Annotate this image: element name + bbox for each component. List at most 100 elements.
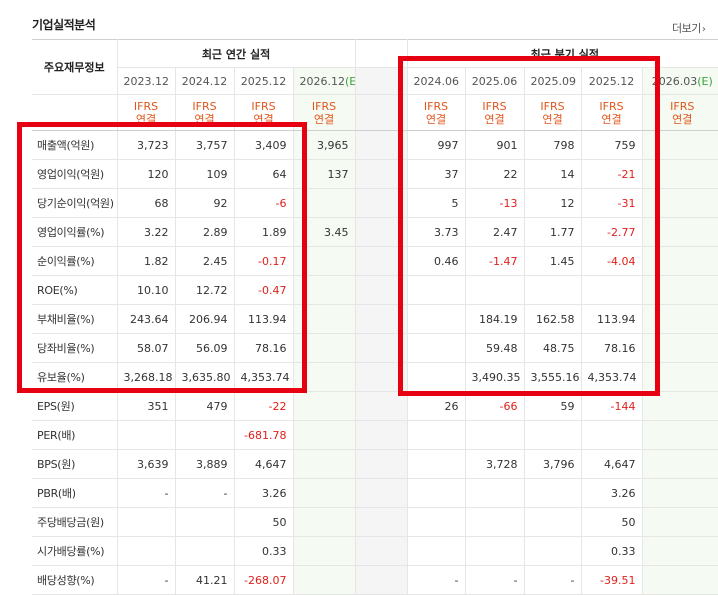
annual-value-cell: 120 xyxy=(117,159,176,189)
table-row: EPS(원) 351 479 -22 26 -66 59 -144 xyxy=(32,391,718,421)
quarter-value-cell: -1.47 xyxy=(465,246,525,276)
row-label: 당기순이익(억원) xyxy=(32,188,118,218)
quarter-value-cell: 3,796 xyxy=(524,449,582,479)
quarter-value-cell: 0.46 xyxy=(407,246,466,276)
annual-date-header: 2025.12 xyxy=(234,67,294,95)
annual-value-cell: - xyxy=(117,478,176,508)
annual-value-cell: 109 xyxy=(175,159,235,189)
quarter-value-cell: 759 xyxy=(581,130,643,160)
quarter-value-cell: 113.94 xyxy=(581,304,643,334)
quarter-value-cell xyxy=(407,449,466,479)
row-label: 매출액(억원) xyxy=(32,130,118,160)
more-label: 더보기 xyxy=(672,22,701,35)
quarter-value-cell: -21 xyxy=(581,159,643,189)
ifrs-bottom: 연결 xyxy=(601,112,622,126)
row-label: ROE(%) xyxy=(32,275,118,305)
annual-value-cell xyxy=(293,391,356,421)
quarter-value-cell: 59.48 xyxy=(465,333,525,363)
annual-value-cell: -268.07 xyxy=(234,565,294,595)
quarter-value-cell xyxy=(407,304,466,334)
table-row: 순이익률(%) 1.82 2.45 -0.17 0.46 -1.47 1.45 -4.04 xyxy=(32,246,718,276)
quarter-value-cell: 4,647 xyxy=(581,449,643,479)
ifrs-label: IFRS 연결 xyxy=(234,94,294,131)
row-label: 영업이익(억원) xyxy=(32,159,118,189)
ifrs-blank xyxy=(32,94,118,131)
quarter-value-cell xyxy=(465,478,525,508)
annual-value-cell: 479 xyxy=(175,391,235,421)
ifrs-top: IFRS xyxy=(192,99,217,113)
quarter-value-cell xyxy=(407,507,466,537)
ifrs-label: IFRS 연결 xyxy=(465,94,525,131)
row-label: PBR(배) xyxy=(32,478,118,508)
estimate-mark: (E) xyxy=(697,74,713,88)
corner-label: 주요재무정보 xyxy=(32,39,118,95)
annual-value-cell: 3.26 xyxy=(234,478,294,508)
more-link[interactable]: 더보기› xyxy=(672,20,706,36)
quarter-estimate-cell xyxy=(642,536,718,566)
quarter-estimate-cell xyxy=(642,507,718,537)
annual-value-cell: 3,635.80 xyxy=(175,362,235,392)
table-row: 주당배당금(원) 50 50 xyxy=(32,507,718,537)
ifrs-label: IFRS 연결 xyxy=(407,94,466,131)
quarter-value-cell xyxy=(524,507,582,537)
quarter-value-cell xyxy=(465,507,525,537)
quarter-estimate-cell xyxy=(642,304,718,334)
annual-value-cell xyxy=(293,565,356,595)
table-row: 매출액(억원) 3,723 3,757 3,409 3,965 997 901 798 759 xyxy=(32,130,718,160)
quarter-estimate-cell xyxy=(642,449,718,479)
quarter-date-header-estimate: 2026.03(E) xyxy=(642,67,718,95)
ifrs-label: IFRS 연결 xyxy=(581,94,643,131)
table-row: 시가배당률(%) 0.33 0.33 xyxy=(32,536,718,566)
ifrs-bottom: 연결 xyxy=(484,112,505,126)
gap-cell xyxy=(355,565,408,595)
quarter-value-cell xyxy=(524,478,582,508)
annual-value-cell: -6 xyxy=(234,188,294,218)
row-label: 유보율(%) xyxy=(32,362,118,392)
annual-value-cell xyxy=(175,536,235,566)
quarter-value-cell xyxy=(524,536,582,566)
quarter-value-cell: 12 xyxy=(524,188,582,218)
annual-value-cell xyxy=(293,362,356,392)
table-row: 배당성향(%) -41.21 -268.07- - - -39.51 xyxy=(32,565,718,595)
annual-value-cell: 10.10 xyxy=(117,275,176,305)
row-label: 시가배당률(%) xyxy=(32,536,118,566)
row-label: 부채비율(%) xyxy=(32,304,118,334)
table-row: PER(배) -681.78 xyxy=(32,420,718,450)
ifrs-label: IFRS 연결 xyxy=(293,94,356,131)
gap-cell xyxy=(355,536,408,566)
ifrs-label: IFRS 연결 xyxy=(117,94,176,131)
annual-value-cell xyxy=(293,420,356,450)
quarter-value-cell xyxy=(465,275,525,305)
table-row: 영업이익률(%) 3.22 2.89 1.89 3.45 3.73 2.47 1.77 -2.7… xyxy=(32,217,718,247)
quarter-value-cell xyxy=(407,362,466,392)
ifrs-top: IFRS xyxy=(133,99,159,113)
ifrs-top: IFRS xyxy=(670,99,695,113)
annual-value-cell: 2.89 xyxy=(175,217,235,247)
row-label: PER(배) xyxy=(32,420,118,450)
quarter-value-cell: 3.26 xyxy=(581,478,643,508)
annual-value-cell: 58.07 xyxy=(117,333,176,363)
row-label: 당좌비율(%) xyxy=(32,333,118,363)
gap-cell xyxy=(355,304,408,334)
gap-cell xyxy=(355,391,408,421)
quarter-estimate-cell xyxy=(642,478,718,508)
gap-cell xyxy=(355,217,408,247)
quarter-value-cell: 1.45 xyxy=(524,246,582,276)
table-row: BPS(원) 3,639 3,889 4,647 3,728 3,796 4,647 xyxy=(32,449,718,479)
quarter-value-cell: 78.16 xyxy=(581,333,643,363)
annual-value-cell: 50 xyxy=(234,507,294,537)
quarter-value-cell: - xyxy=(407,565,466,595)
annual-date-label: 2024.12 xyxy=(181,74,228,88)
quarter-value-cell xyxy=(407,333,466,363)
quarter-value-cell: 48.75 xyxy=(524,333,582,363)
table-row: ROE(%) 10.10 12.72 -0.47 xyxy=(32,275,718,305)
quarter-value-cell: -31 xyxy=(581,188,643,218)
ifrs-bottom: 연결 xyxy=(425,112,447,126)
quarter-value-cell xyxy=(524,275,582,305)
ifrs-label: IFRS 연결 xyxy=(524,94,582,131)
annual-value-cell xyxy=(293,449,356,479)
quarter-value-cell: 3,728 xyxy=(465,449,525,479)
ifrs-label: IFRS 연결 xyxy=(175,94,235,131)
gap-cell xyxy=(355,67,408,95)
annual-value-cell: 206.94 xyxy=(175,304,235,334)
